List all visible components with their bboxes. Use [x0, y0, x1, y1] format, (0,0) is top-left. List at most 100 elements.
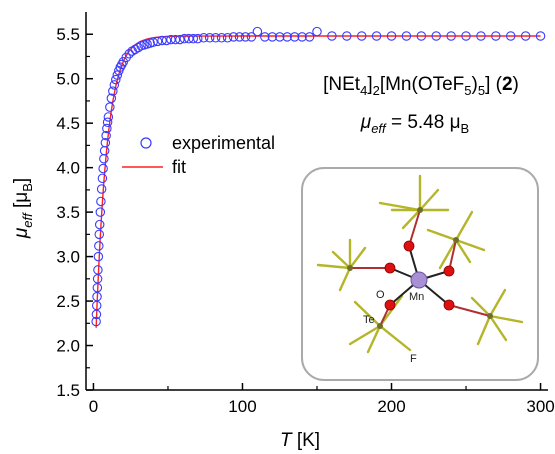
data-point: [115, 62, 126, 72]
data-point: [520, 31, 531, 41]
data-point: [94, 219, 105, 230]
data-point: [297, 32, 307, 42]
y-tick-label: 3.0: [56, 248, 80, 267]
data-point: [228, 32, 239, 42]
data-point: [152, 36, 163, 47]
data-point: [193, 33, 203, 44]
data-point: [342, 31, 352, 41]
data-point: [97, 173, 108, 184]
x-axis-title: T [K]: [280, 430, 320, 451]
data-point: [446, 31, 456, 41]
x-ticks: 0 100 200 300: [89, 383, 555, 416]
y-tick-label: 5.0: [56, 70, 80, 89]
compound-formula: [NEt4]2[Mn(OTeF5)5] (2): [323, 74, 519, 98]
data-point: [210, 33, 221, 43]
y-axis-title: μeff [μB]: [11, 178, 35, 239]
data-point: [117, 59, 127, 70]
data-point: [101, 130, 111, 141]
data-point: [95, 207, 106, 217]
mu-eff-annotation: μeff = 5.48 μB: [360, 112, 469, 136]
mn-atom: [410, 271, 428, 289]
tef5-groups: [316, 174, 524, 354]
data-point: [234, 32, 245, 42]
y-tick-label: 4.0: [56, 159, 80, 178]
data-point: [103, 112, 114, 122]
data-point: [93, 251, 104, 262]
data-point: [204, 33, 215, 43]
data-point: [124, 49, 134, 59]
molecule-inset: Mn O Te F: [301, 167, 539, 381]
data-point: [111, 74, 121, 85]
y-tick-label: 1.5: [56, 381, 80, 400]
te-label: Te: [363, 314, 375, 326]
data-point: [188, 33, 199, 44]
data-point: [91, 316, 101, 327]
data-point: [175, 34, 185, 45]
data-point: [108, 86, 118, 96]
mn-label: Mn: [409, 291, 424, 303]
legend: experimental fit: [122, 133, 275, 177]
data-point: [106, 93, 117, 104]
data-point: [416, 31, 427, 41]
data-point: [99, 154, 109, 164]
data-point: [109, 80, 120, 90]
data-point: [252, 26, 263, 37]
data-point: [274, 32, 285, 42]
x-tick-label: 0: [89, 397, 98, 416]
data-point: [461, 31, 471, 41]
te-atoms: [347, 207, 493, 329]
data-point: [94, 229, 105, 240]
data-point: [157, 35, 167, 46]
data-point: [289, 32, 300, 42]
data-point: [112, 70, 123, 80]
data-point: [431, 31, 441, 41]
x-tick-label: 200: [377, 397, 405, 416]
data-point: [170, 34, 181, 45]
y-ticks: 1.5 2.0 2.5 3.0 3.5 4.0 4.5 5.0 5.5: [56, 25, 93, 400]
data-point: [401, 31, 412, 41]
data-point: [133, 42, 143, 53]
data-point: [198, 33, 209, 43]
y-tick-label: 2.0: [56, 337, 80, 356]
data-point: [304, 32, 315, 42]
data-point: [94, 241, 104, 251]
data-point: [216, 33, 227, 43]
legend-label-experimental: experimental: [172, 133, 275, 153]
data-point: [148, 37, 158, 47]
data-point: [327, 31, 337, 41]
data-point: [98, 163, 108, 174]
experimental-points: [91, 26, 546, 327]
f-label: F: [410, 353, 417, 365]
data-point: [371, 31, 382, 41]
data-point: [240, 32, 251, 42]
fit-line: [95, 35, 541, 329]
data-point: [282, 32, 292, 42]
data-point: [96, 184, 107, 194]
data-point: [161, 35, 172, 46]
data-point: [491, 31, 501, 41]
data-point: [96, 196, 106, 207]
data-point: [102, 123, 112, 134]
data-point: [99, 146, 110, 156]
y-tick-label: 2.5: [56, 292, 80, 311]
data-point: [105, 102, 115, 112]
o-atoms: [384, 240, 455, 311]
data-point: [246, 32, 257, 42]
data-point: [505, 31, 516, 41]
o-label: O: [376, 289, 385, 301]
data-point: [535, 31, 546, 41]
data-point: [476, 31, 486, 41]
y-tick-label: 3.5: [56, 203, 80, 222]
legend-label-fit: fit: [172, 157, 186, 177]
data-point: [312, 26, 322, 37]
data-point: [356, 31, 367, 41]
y-tick-label: 4.5: [56, 114, 80, 133]
data-point: [386, 31, 397, 41]
data-point: [102, 117, 113, 128]
legend-marker-experimental: [140, 137, 152, 149]
data-point: [100, 137, 111, 148]
x-tick-label: 100: [228, 397, 256, 416]
data-point: [260, 32, 270, 42]
y-tick-label: 5.5: [56, 25, 80, 44]
